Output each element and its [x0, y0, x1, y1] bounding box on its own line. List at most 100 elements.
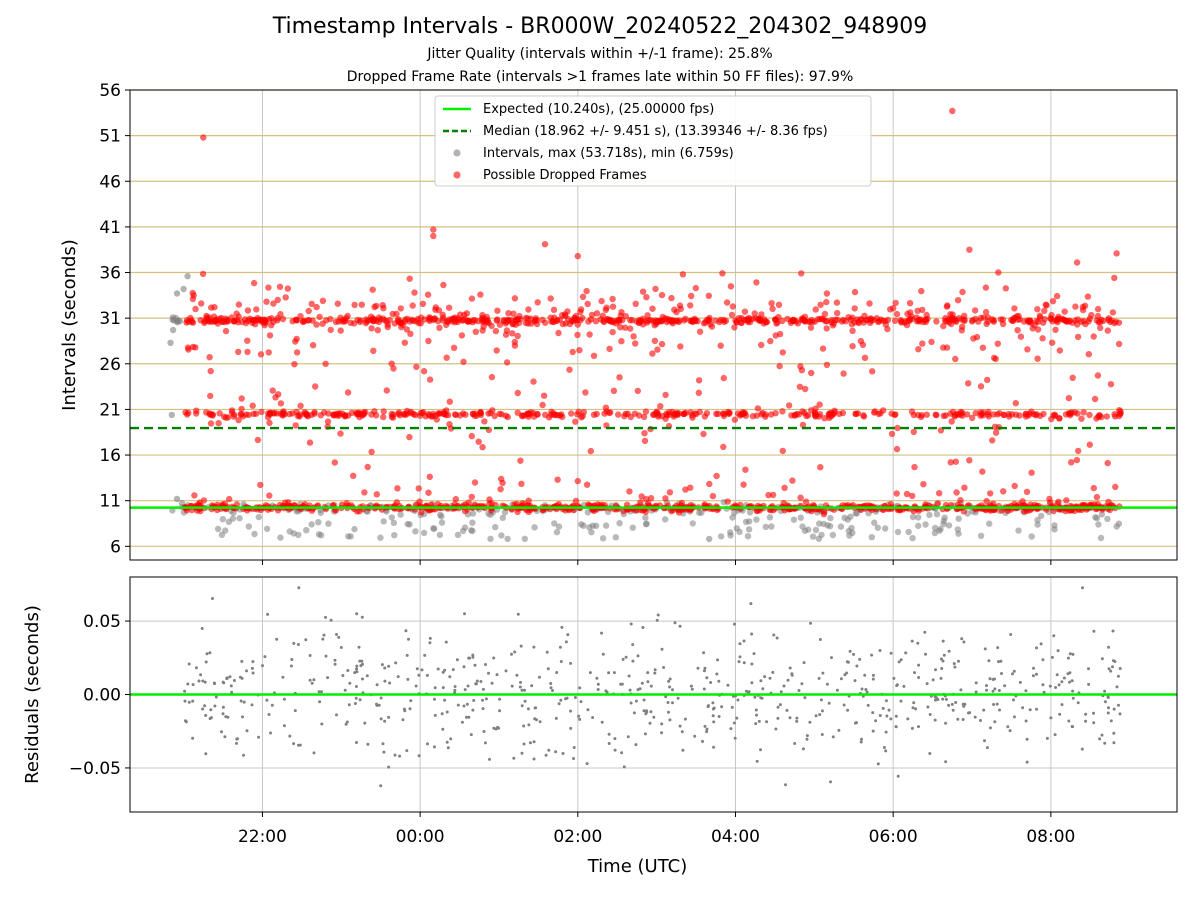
- residual-point: [1107, 645, 1111, 649]
- grey-interval-point: [551, 520, 558, 527]
- residual-point: [689, 684, 693, 688]
- grey-interval-point: [325, 520, 332, 527]
- residual-point: [974, 690, 978, 694]
- residual-point: [355, 664, 359, 668]
- dropped-frame-point: [781, 484, 788, 491]
- residual-point: [775, 636, 779, 640]
- dropped-frame-point: [375, 314, 383, 321]
- dropped-frame-point: [1104, 459, 1111, 467]
- residual-point: [839, 677, 843, 681]
- dropped-frame-point: [823, 361, 831, 368]
- grey-interval-point: [826, 523, 834, 530]
- dropped-frame-point: [370, 347, 377, 354]
- dropped-frame-point: [559, 320, 567, 328]
- dropped-frame-point: [1093, 493, 1101, 501]
- dropped-frame-point: [460, 358, 467, 365]
- dropped-frame-point: [915, 346, 922, 353]
- dropped-frame-point: [688, 292, 695, 300]
- dropped-frame-point: [798, 367, 806, 374]
- residual-point: [361, 662, 364, 666]
- residual-point: [871, 711, 875, 715]
- dropped-frame-point: [189, 343, 197, 351]
- dropped-frame-point: [510, 310, 517, 317]
- residual-point: [878, 649, 882, 652]
- dropped-frame-point: [769, 491, 777, 499]
- dropped-frame-point: [282, 294, 289, 301]
- dropped-frame-point: [1079, 306, 1087, 314]
- dropped-frame-point: [823, 298, 830, 306]
- residual-point: [578, 717, 582, 721]
- intervals-ytick-label: 41: [99, 218, 121, 238]
- grey-interval-point: [602, 522, 610, 529]
- grey-interval-point: [553, 529, 561, 536]
- residual-point: [928, 752, 932, 755]
- grey-interval-point: [818, 531, 825, 539]
- dropped-frame-point: [426, 376, 434, 383]
- grey-interval-point: [521, 535, 528, 542]
- dropped-frame-point: [848, 321, 856, 328]
- dropped-frame-point: [1034, 306, 1041, 313]
- residual-point: [1035, 707, 1038, 711]
- residual-point: [387, 715, 391, 719]
- x-tick-label: 02:00: [553, 827, 602, 847]
- residual-point: [988, 726, 992, 730]
- residual-point: [776, 716, 780, 720]
- grey-interval-point: [1038, 512, 1045, 520]
- residual-point: [759, 679, 763, 683]
- grey-interval-point: [689, 520, 696, 527]
- dropped-frame-point: [626, 488, 633, 495]
- dropped-frame-point: [308, 507, 316, 514]
- dropped-frame-point: [415, 485, 422, 492]
- dropped-frame-point: [919, 306, 926, 314]
- residual-point: [752, 652, 756, 656]
- dropped-frame-point: [238, 318, 246, 326]
- residual-point: [481, 687, 485, 691]
- dropped-frame-point: [207, 420, 215, 427]
- dropped-frame-point: [663, 410, 670, 417]
- dropped-frame-point: [1065, 394, 1073, 402]
- residual-point: [1106, 696, 1110, 699]
- grey-interval-point: [377, 534, 384, 541]
- dropped-frame-point: [823, 318, 831, 325]
- dropped-frame-point: [1016, 412, 1023, 419]
- dropped-frame-point: [709, 492, 717, 500]
- dropped-frame-point: [1039, 335, 1046, 342]
- dropped-frame-point: [582, 389, 589, 396]
- residual-point: [466, 684, 470, 688]
- residual-point: [772, 633, 776, 637]
- residual-point: [954, 701, 958, 704]
- grey-interval-point: [390, 519, 398, 527]
- dropped-frame-point: [489, 407, 496, 414]
- residual-point: [1003, 684, 1007, 688]
- residual-point: [956, 717, 960, 721]
- residual-point: [554, 750, 558, 754]
- dropped-frame-point: [309, 317, 316, 324]
- residual-point: [441, 727, 445, 731]
- residual-point: [928, 713, 932, 716]
- dropped-frame-point: [953, 489, 960, 496]
- grey-interval-point: [809, 533, 817, 540]
- residual-point: [433, 697, 436, 701]
- residual-point: [960, 637, 964, 641]
- residual-point: [1012, 698, 1015, 702]
- dropped-frame-point: [574, 321, 581, 328]
- dropped-frame-point: [798, 315, 806, 322]
- residual-point: [755, 759, 759, 763]
- dropped-frame-point: [458, 332, 466, 339]
- residual-point: [596, 688, 600, 691]
- dropped-frame-point: [572, 497, 580, 505]
- dropped-frame-point: [643, 294, 650, 301]
- residual-point: [627, 674, 631, 678]
- dropped-frame-point: [884, 316, 892, 324]
- residual-point: [1042, 690, 1046, 694]
- residual-point: [737, 660, 741, 664]
- dropped-frame-point: [386, 316, 393, 324]
- residual-point: [1066, 656, 1070, 660]
- dropped-frame-point: [341, 318, 348, 325]
- residual-point: [232, 679, 236, 682]
- jitter-quality-subtitle: Jitter Quality (intervals within +/-1 fr…: [427, 46, 773, 62]
- residual-point: [462, 665, 466, 669]
- dropped-frame-point: [338, 501, 346, 508]
- dropped-frame-point: [799, 421, 807, 429]
- residual-point: [1024, 719, 1028, 723]
